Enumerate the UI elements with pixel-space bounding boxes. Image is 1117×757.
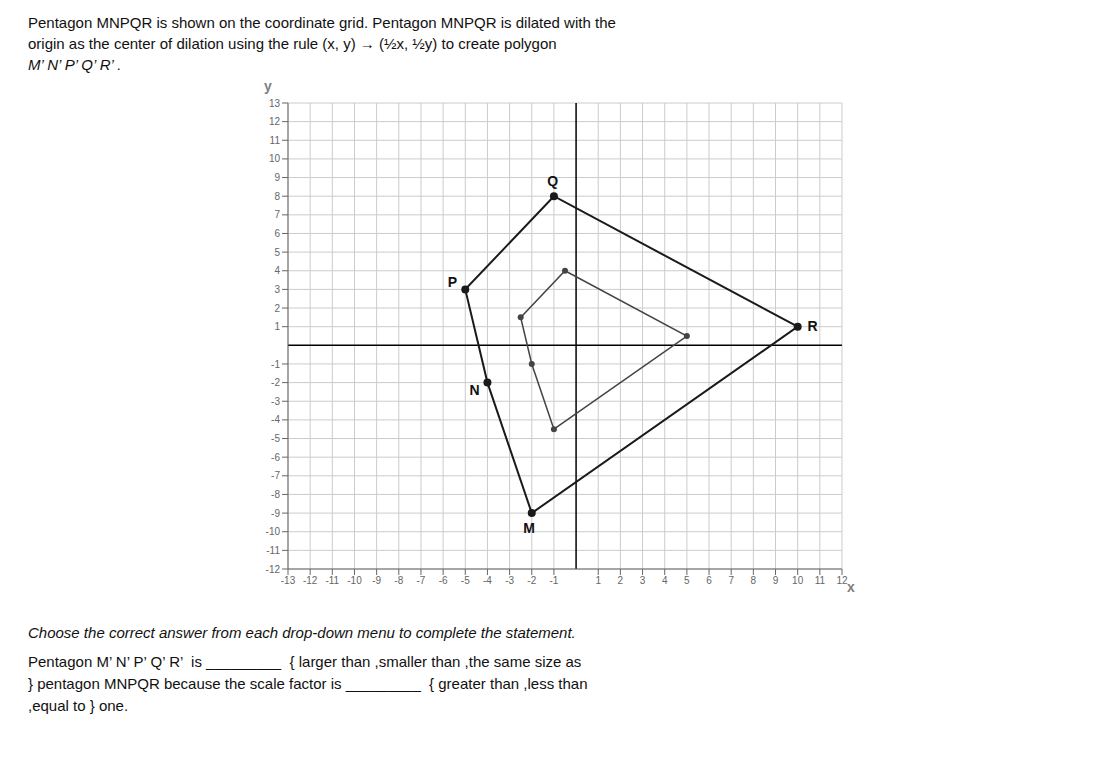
svg-text:-10: -10: [266, 526, 281, 537]
svg-text:-4: -4: [271, 414, 280, 425]
html-text:,equal to } one.: ,equal to } one.: [28, 697, 129, 714]
svg-text:6: 6: [274, 228, 280, 239]
svg-text:-3: -3: [271, 396, 280, 407]
svg-text:-6: -6: [271, 452, 280, 463]
svg-text:-7: -7: [417, 575, 426, 586]
svg-text:-8: -8: [394, 575, 403, 586]
svg-text:-6: -6: [439, 575, 448, 586]
html-text:Pentagon MNPQR is shown on the: Pentagon MNPQR is shown on the coordinat…: [28, 14, 616, 31]
svg-text:-5: -5: [461, 575, 470, 586]
svg-text:-9: -9: [271, 508, 280, 519]
html-text:M’ N’ P’ Q’ R’ .: M’ N’ P’ Q’ R’ .: [28, 56, 122, 73]
svg-text:6: 6: [706, 575, 712, 586]
svg-text:x: x: [847, 579, 855, 595]
svg-text:-10: -10: [347, 575, 362, 586]
svg-text:8: 8: [274, 191, 280, 202]
svg-text:9: 9: [274, 172, 280, 183]
svg-text:M: M: [523, 520, 535, 536]
svg-text:-2: -2: [271, 377, 280, 388]
svg-text:1: 1: [595, 575, 601, 586]
svg-text:Q: Q: [547, 173, 558, 189]
html-text:Pentagon M’ N’ P’ Q’ R’ is ___: Pentagon M’ N’ P’ Q’ R’ is _________ { l…: [28, 653, 582, 670]
svg-text:11: 11: [270, 135, 281, 146]
svg-text:7: 7: [728, 575, 734, 586]
svg-text:-7: -7: [271, 470, 280, 481]
svg-text:3: 3: [274, 284, 280, 295]
svg-text:1: 1: [274, 321, 280, 332]
html-text:origin as the center of dilati: origin as the center of dilation using t…: [28, 35, 557, 52]
svg-text:-13: -13: [281, 575, 296, 586]
svg-text:-2: -2: [527, 575, 536, 586]
svg-text:5: 5: [274, 247, 280, 258]
svg-text:2: 2: [618, 575, 624, 586]
svg-text:9: 9: [773, 575, 779, 586]
svg-text:10: 10: [269, 153, 281, 164]
svg-text:10: 10: [792, 575, 804, 586]
svg-text:-1: -1: [271, 359, 280, 370]
svg-text:-1: -1: [549, 575, 558, 586]
svg-text:P: P: [448, 274, 457, 290]
svg-text:13: 13: [269, 98, 281, 109]
svg-text:-11: -11: [325, 575, 339, 586]
svg-text:-5: -5: [271, 433, 280, 444]
svg-text:4: 4: [662, 575, 668, 586]
svg-text:12: 12: [269, 116, 281, 127]
svg-text:-12: -12: [303, 575, 318, 586]
html-text:} pentagon MNPQR because the s: } pentagon MNPQR because the scale facto…: [28, 675, 588, 692]
svg-text:-3: -3: [505, 575, 514, 586]
html-text:Choose the correct answer from: Choose the correct answer from each drop…: [28, 624, 576, 641]
svg-text:4: 4: [274, 265, 280, 276]
svg-text:-11: -11: [266, 545, 280, 556]
svg-text:12: 12: [836, 575, 848, 587]
svg-text:2: 2: [274, 303, 280, 314]
svg-text:N: N: [470, 382, 480, 398]
svg-text:3: 3: [640, 575, 646, 586]
svg-text:-4: -4: [483, 575, 492, 586]
svg-text:y: y: [264, 78, 272, 94]
svg-text:5: 5: [684, 575, 690, 586]
svg-text:R: R: [808, 318, 818, 334]
svg-text:11: 11: [815, 575, 826, 586]
svg-text:7: 7: [274, 209, 280, 220]
svg-text:-8: -8: [271, 489, 280, 500]
svg-text:8: 8: [751, 575, 757, 586]
svg-text:-9: -9: [372, 575, 381, 586]
svg-text:-12: -12: [266, 564, 281, 575]
